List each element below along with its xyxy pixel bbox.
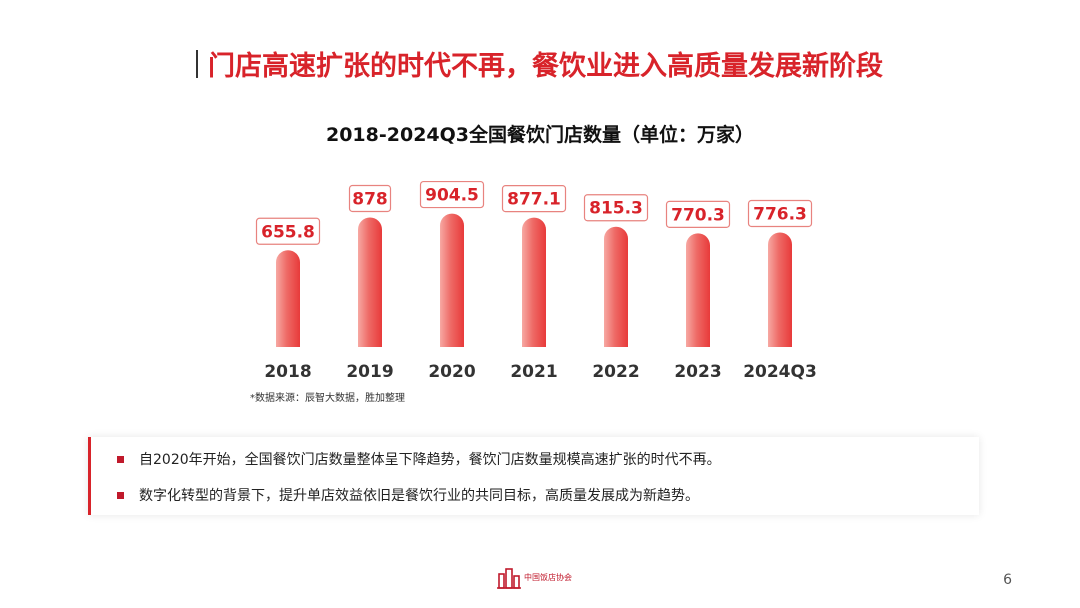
- summary-bullet-text: 数字化转型的背景下，提升单店效益依旧是餐饮行业的共同目标，高质量发展成为新趋势。: [139, 488, 699, 504]
- chart-title: 2018-2024Q3全国餐饮门店数量（单位：万家）: [325, 124, 755, 146]
- bar-chart: 655.8 2018 878 2019 904.5 2020 877.1 2021 815.3 2…: [255, 180, 817, 382]
- value-label-box: [255, 217, 321, 245]
- summary-bullet-1: 自2020年开始，全国餐饮门店数量整体呈下降趋势，餐饮门店数量规模高速扩张的时代…: [117, 449, 721, 469]
- bar-2022: [604, 226, 628, 347]
- summary-bullet-text: 自2020年开始，全国餐饮门店数量整体呈下降趋势，餐饮门店数量规模高速扩张的时代…: [139, 452, 721, 468]
- square-bullet-icon: [117, 491, 124, 499]
- summary-bullet-2: 数字化转型的背景下，提升单店效益依旧是餐饮行业的共同目标，高质量发展成为新趋势。: [117, 485, 699, 505]
- x-tick-label: 2022: [592, 362, 639, 382]
- value-label: 877.1: [507, 190, 561, 210]
- value-label-box: [665, 200, 731, 228]
- slide-title: 门店高速扩张的时代不再，餐饮业进入高质量发展新阶段: [196, 44, 883, 83]
- x-tick-label: 2020: [428, 362, 475, 382]
- building-logo-icon: [497, 568, 521, 589]
- bar-2019: [358, 217, 382, 347]
- bar-2021: [522, 217, 546, 347]
- x-tick-label: 2019: [346, 362, 393, 382]
- logo-text: 中国饭店协会: [524, 573, 572, 582]
- title-accent-bar: [196, 49, 198, 78]
- value-label-box: [348, 184, 392, 213]
- square-bullet-icon: [117, 455, 124, 463]
- value-label: 878: [352, 189, 388, 209]
- x-tick-label: 2023: [674, 362, 721, 382]
- value-label: 815.3: [589, 199, 643, 219]
- x-tick-label: 2021: [510, 362, 557, 382]
- source-note: *数据来源：辰智大数据，胜加整理: [250, 393, 405, 404]
- value-label: 904.5: [425, 186, 479, 206]
- bar-2018: [276, 250, 300, 347]
- x-tick-label: 2018: [264, 362, 311, 382]
- x-tick-label: 2024Q3: [743, 362, 817, 382]
- value-label: 655.8: [261, 222, 315, 242]
- summary-box: 自2020年开始，全国餐饮门店数量整体呈下降趋势，餐饮门店数量规模高速扩张的时代…: [88, 437, 979, 515]
- page-number: 6: [1003, 572, 1012, 588]
- value-label-box: [583, 194, 649, 222]
- value-label: 776.3: [753, 204, 807, 224]
- bar-2020: [440, 213, 464, 347]
- bar-2024Q3: [768, 232, 792, 347]
- value-label: 770.3: [671, 205, 725, 225]
- value-label-box: [419, 180, 485, 209]
- bar-2023: [686, 233, 710, 347]
- value-label-box: [747, 199, 813, 228]
- slide-title-text: 门店高速扩张的时代不再，餐饮业进入高质量发展新阶段: [208, 51, 883, 82]
- footer-logo: 中国饭店协会: [497, 566, 572, 590]
- value-label-box: [501, 185, 567, 213]
